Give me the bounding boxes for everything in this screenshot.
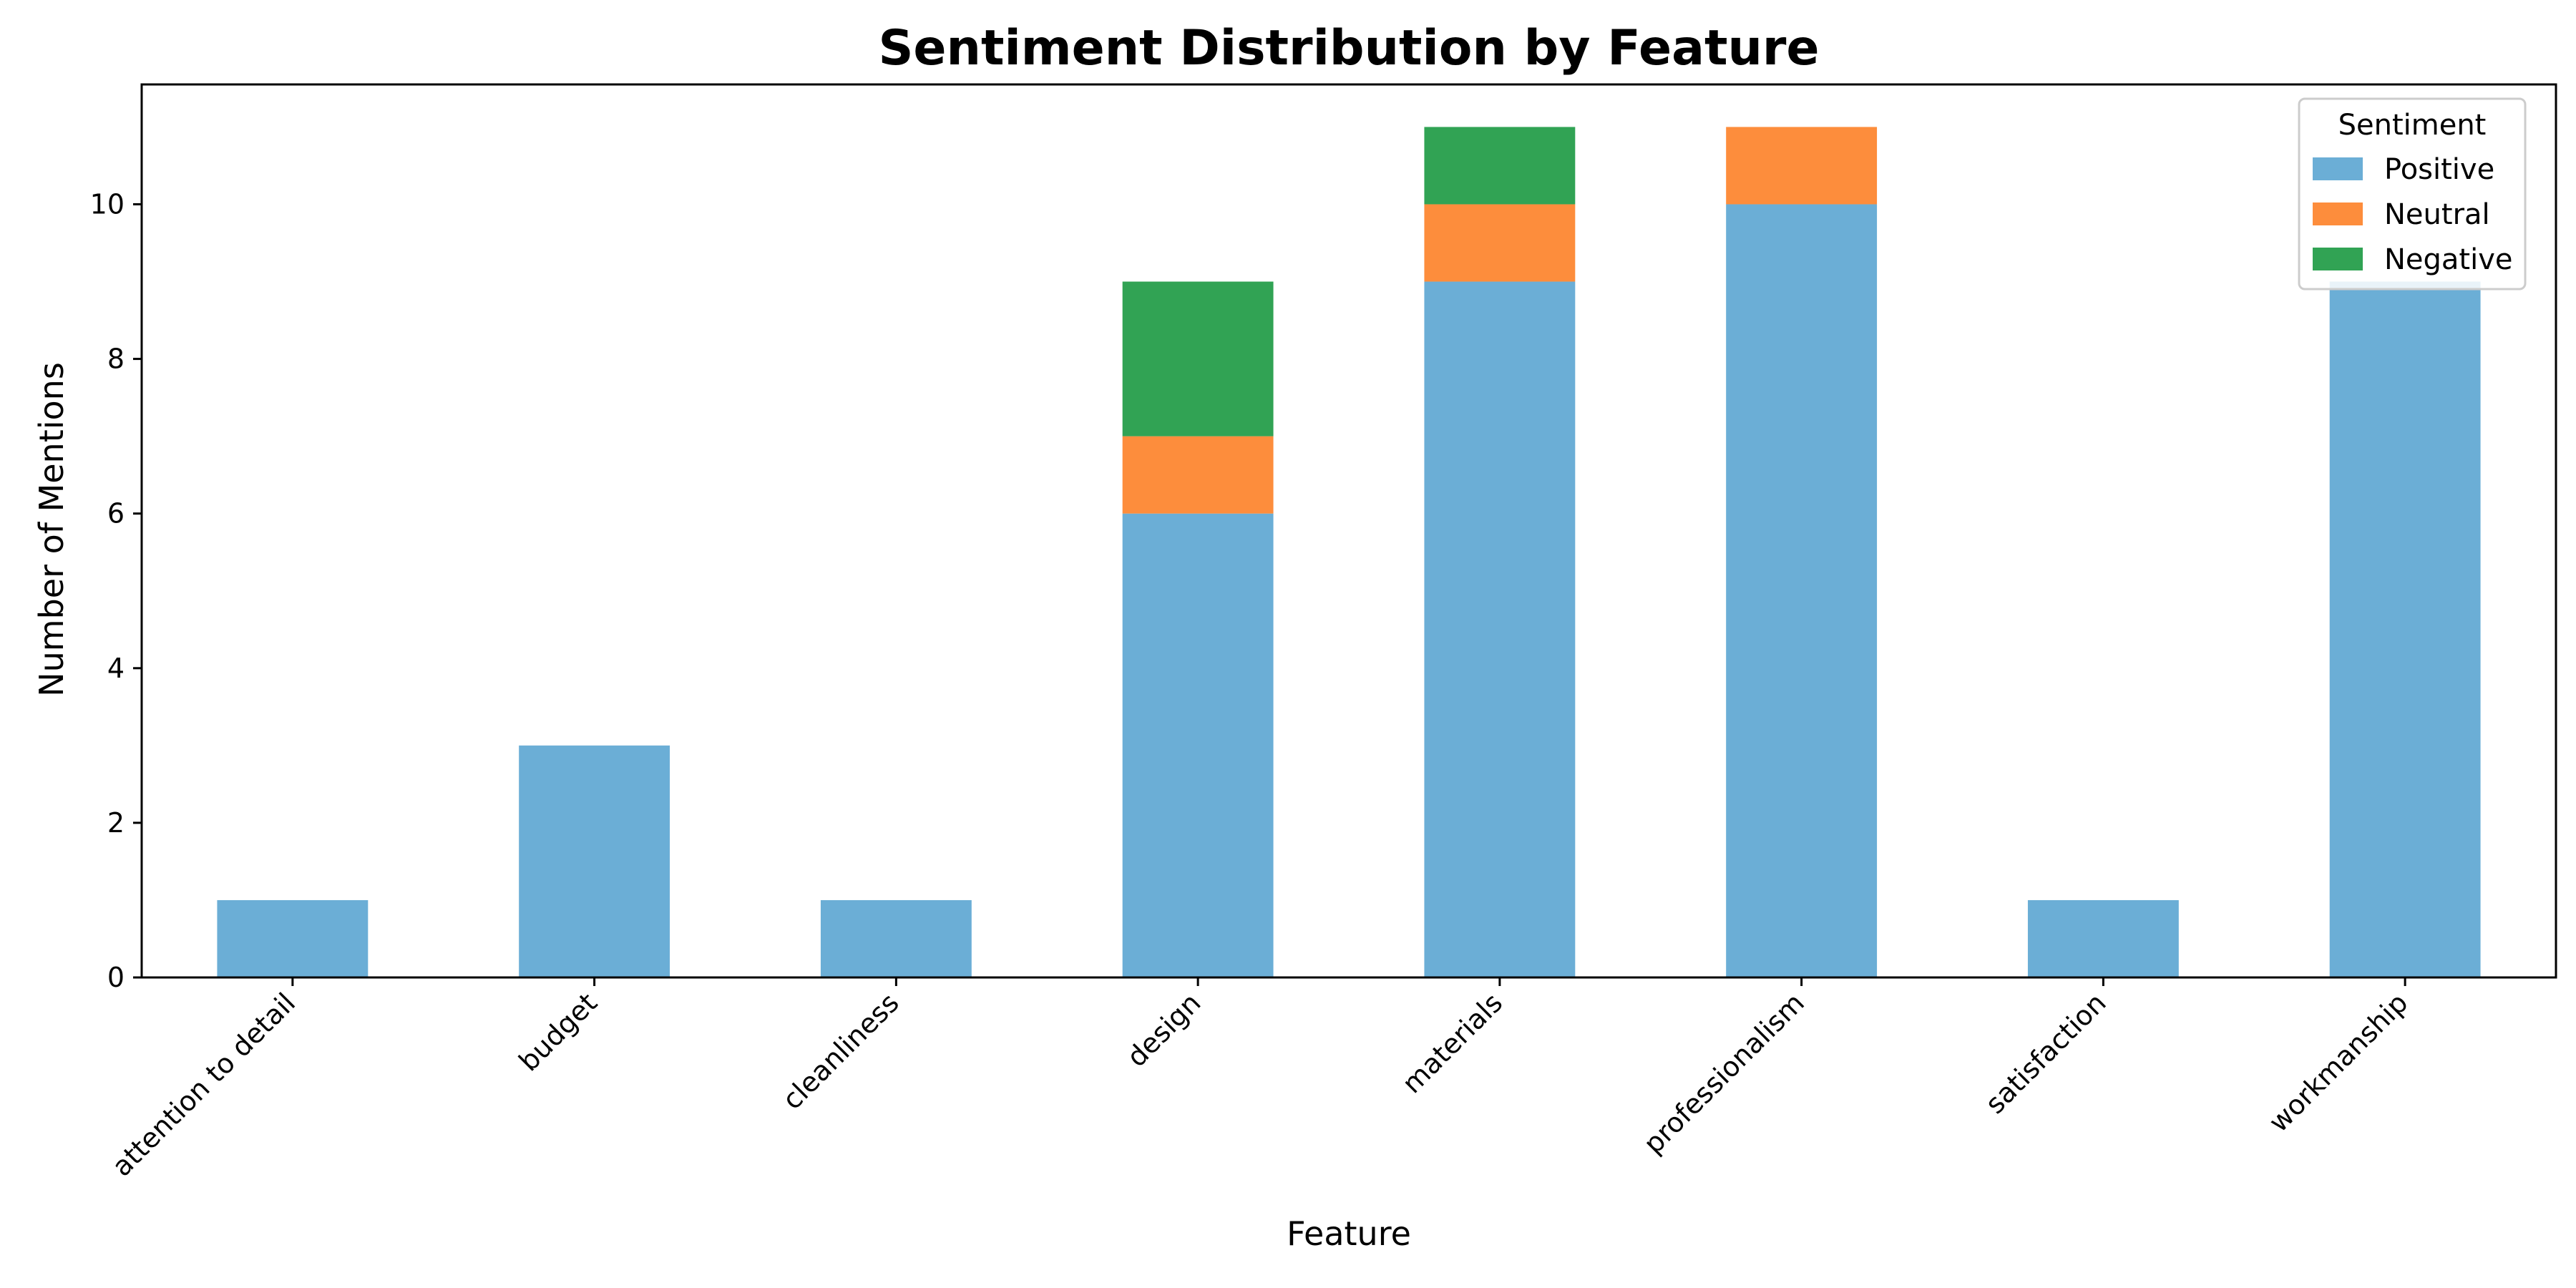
y-tick-label: 4 [107,653,125,684]
legend-title: Sentiment [2338,109,2487,142]
bar-satisfaction-positive [2027,899,2179,977]
legend-label-neutral: Neutral [2384,198,2490,231]
y-tick-label: 0 [107,962,125,993]
y-tick-label: 10 [90,188,125,220]
y-axis-label: Number of Mentions [32,362,71,697]
bar-design-negative [1122,281,1274,436]
bar-materials-positive [1424,281,1576,977]
bar-materials-negative [1424,127,1576,205]
plot-frame [140,83,2557,979]
legend-swatch-neutral [2313,203,2363,225]
bar-materials-neutral [1424,204,1576,282]
chart-title: Sentiment Distribution by Feature [878,20,1819,77]
y-tick-label: 6 [107,498,125,530]
bar-professionalism-neutral [1726,127,1878,205]
legend-items: Positive Neutral Negative [2313,153,2513,276]
bar-design-neutral [1122,436,1274,514]
bar-design-positive [1122,513,1274,977]
legend-swatch-positive [2313,157,2363,180]
bar-cleanliness-positive [820,899,972,977]
legend-label-negative: Negative [2384,243,2513,276]
legend-box [2298,97,2527,291]
bar-budget-positive [519,745,670,977]
bar-workmanship-positive [2329,281,2481,977]
y-tick-label: 8 [107,343,125,375]
legend-label-positive: Positive [2384,153,2494,186]
legend: Sentiment Positive Neutral Negative [2298,97,2527,291]
bar-professionalism-positive [1726,204,1878,978]
bars-layer [217,127,2481,978]
bar-attention-to-detail-positive [217,899,369,977]
legend-swatch-negative [2313,248,2363,270]
x-axis-label: Feature [1287,1214,1411,1253]
y-tick-label: 2 [107,807,125,839]
